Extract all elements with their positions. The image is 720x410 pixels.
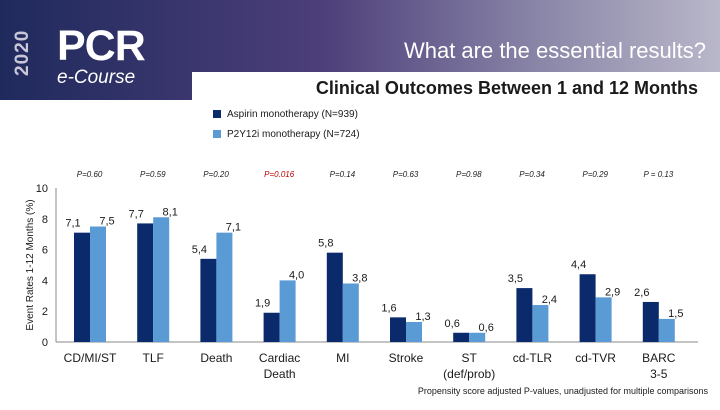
x-tick-label: CD/MI/ST <box>64 351 117 365</box>
bar-aspirin <box>263 312 280 342</box>
data-label-aspirin: 7,7 <box>129 208 144 220</box>
footnote: Propensity score adjusted P-values, unad… <box>417 386 708 396</box>
y-tick-label: 4 <box>42 275 48 287</box>
x-tick-label: Cardiac <box>259 351 300 365</box>
p-value-label: P=0.34 <box>519 170 545 179</box>
bar-p2y12 <box>216 232 233 342</box>
p-value-label: P=0.60 <box>77 170 103 179</box>
data-label-p2y12: 8,1 <box>163 206 178 218</box>
bar-aspirin <box>516 288 533 342</box>
data-label-p2y12: 7,1 <box>226 222 241 234</box>
data-label-aspirin: 5,4 <box>192 244 207 256</box>
y-tick-label: 0 <box>42 337 48 349</box>
p-value-label: P=0.98 <box>456 170 482 179</box>
p-value-label: P=0.29 <box>582 170 608 179</box>
y-tick-label: 2 <box>42 306 48 318</box>
bar-p2y12 <box>342 283 359 342</box>
bar-p2y12 <box>90 226 106 342</box>
legend-item-aspirin: Aspirin monotherapy (N=939) <box>213 104 360 124</box>
bar-aspirin <box>642 301 659 342</box>
data-label-p2y12: 4,0 <box>289 269 304 281</box>
data-label-p2y12: 0,6 <box>479 322 494 334</box>
x-tick-label: MI <box>336 351 349 365</box>
bar-aspirin <box>200 258 217 342</box>
data-label-aspirin: 1,6 <box>381 302 396 314</box>
logo-sub-text: e-Course <box>57 67 136 88</box>
title-band <box>192 72 720 102</box>
data-label-p2y12: 3,8 <box>352 272 367 284</box>
legend: Aspirin monotherapy (N=939) P2Y12i monot… <box>213 104 360 144</box>
bar-p2y12 <box>153 217 170 342</box>
data-label-aspirin: 7,1 <box>65 218 80 230</box>
p-value-label: P=0.016 <box>264 170 295 179</box>
data-label-aspirin: 1,9 <box>255 298 270 310</box>
pcr-logo: PCR e-Course <box>47 22 171 92</box>
y-tick-label: 10 <box>36 183 48 195</box>
y-tick-label: 6 <box>42 245 48 257</box>
x-tick-label: Death <box>200 351 232 365</box>
bar-p2y12 <box>406 321 422 342</box>
legend-swatch-p2y12 <box>213 130 221 138</box>
bar-aspirin <box>326 252 343 342</box>
bar-p2y12 <box>469 332 486 342</box>
bar-p2y12 <box>532 305 549 342</box>
chart-area: 0 2 4 6 8 10 Event Rates 1-12 Months (%) P=0.60… <box>0 140 720 405</box>
x-tick-label: cd-TVR <box>575 351 616 365</box>
bar-aspirin <box>390 317 406 342</box>
data-label-p2y12: 2,4 <box>542 294 557 306</box>
data-label-p2y12: 1,3 <box>415 311 430 323</box>
legend-label-p2y12: P2Y12i monotherapy (N=724) <box>227 128 360 140</box>
p-value-label: P=0.14 <box>330 170 356 179</box>
bar-p2y12 <box>595 297 612 342</box>
year-label: 2020 <box>12 29 33 77</box>
bar-p2y12 <box>279 280 296 342</box>
x-tick-label-line2: 3-5 <box>650 367 668 381</box>
data-label-aspirin: 4,4 <box>571 259 586 271</box>
bar-aspirin <box>74 232 90 342</box>
p-value-label: P = 0.13 <box>644 170 674 179</box>
data-label-p2y12: 2,9 <box>605 286 620 298</box>
p-value-label: P=0.59 <box>140 170 166 179</box>
legend-swatch-aspirin <box>213 110 221 118</box>
x-tick-label: Stroke <box>389 351 424 365</box>
data-label-aspirin: 2,6 <box>634 287 649 299</box>
y-tick-label: 8 <box>42 214 48 226</box>
slide-title: What are the essential results? <box>403 38 706 63</box>
data-label-aspirin: 3,5 <box>508 273 523 285</box>
bar-aspirin <box>137 223 154 342</box>
x-tick-label: TLF <box>143 351 164 365</box>
data-label-aspirin: 0,6 <box>445 318 460 330</box>
data-label-p2y12: 1,5 <box>668 308 683 320</box>
bar-aspirin <box>579 274 596 342</box>
x-tick-label: cd-TLR <box>513 351 553 365</box>
x-tick-label: ST <box>462 351 478 365</box>
p-value-label: P=0.20 <box>203 170 229 179</box>
x-tick-label: BARC <box>642 351 676 365</box>
bar-aspirin <box>453 332 470 342</box>
p-value-label: P=0.63 <box>393 170 419 179</box>
chart-title: Clinical Outcomes Between 1 and 12 Month… <box>315 78 698 98</box>
legend-label-aspirin: Aspirin monotherapy (N=939) <box>227 108 358 120</box>
data-label-p2y12: 7,5 <box>99 216 114 228</box>
logo-main-text: PCR <box>57 22 146 70</box>
bar-p2y12 <box>658 318 675 342</box>
legend-item-p2y12: P2Y12i monotherapy (N=724) <box>213 124 360 144</box>
x-tick-label-line2: (def/prob) <box>443 367 495 381</box>
data-label-aspirin: 5,8 <box>318 238 333 250</box>
y-axis-title: Event Rates 1-12 Months (%) <box>25 199 36 330</box>
x-tick-label-line2: Death <box>264 367 296 381</box>
